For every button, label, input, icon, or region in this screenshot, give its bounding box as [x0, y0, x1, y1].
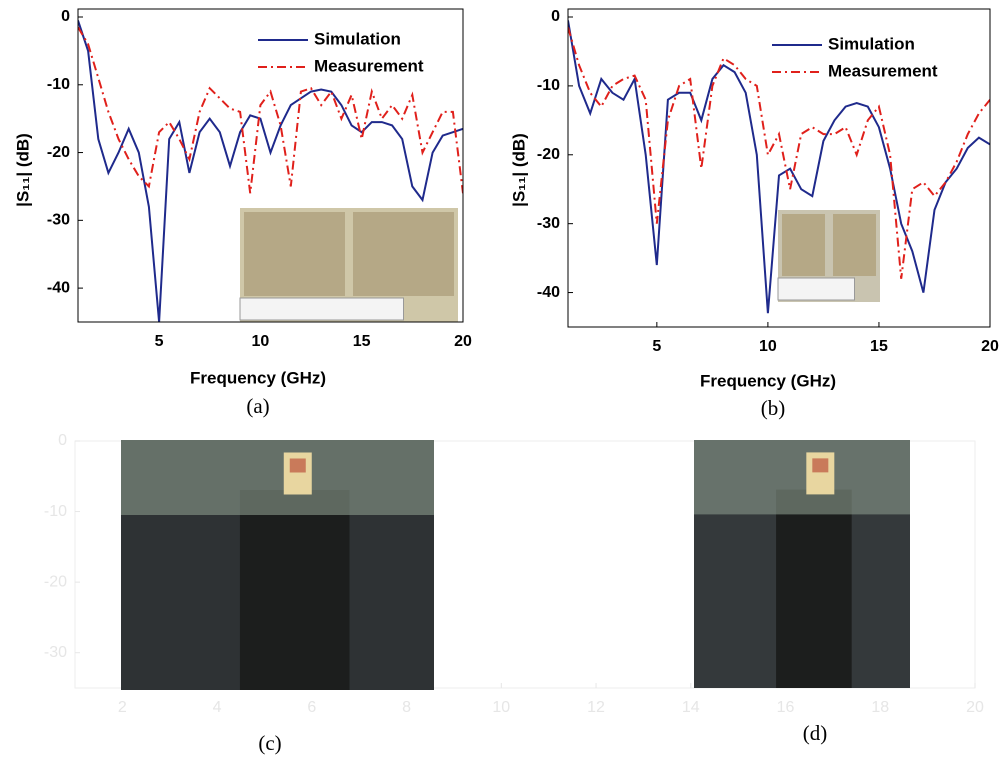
photo: [694, 440, 910, 688]
x-tick-label: 5: [652, 338, 661, 355]
x-tick-label: 10: [492, 699, 510, 716]
y-tick-label: -20: [47, 144, 70, 161]
ruler: [777, 277, 855, 301]
legend-label: Simulation: [828, 34, 915, 53]
x-tick-label: 16: [777, 699, 795, 716]
foam-block: [776, 489, 852, 688]
x-tick-label: 6: [307, 699, 316, 716]
x-tick-label: 10: [251, 333, 269, 350]
y-axis-label: |S₁₁| (dB): [509, 133, 528, 207]
series-line: [78, 26, 463, 194]
x-tick-label: 20: [981, 338, 999, 355]
y-tick-label: 0: [551, 8, 560, 25]
y-tick-label: -40: [47, 279, 70, 296]
x-tick-label: 18: [871, 699, 889, 716]
caption: (d): [803, 721, 828, 745]
x-axis-label: Frequency (GHz): [190, 368, 326, 387]
substrate-2: [353, 212, 454, 296]
substrate-1: [782, 214, 825, 276]
x-tick-label: 2: [118, 699, 127, 716]
y-tick-label: -40: [537, 284, 560, 301]
legend-label: Measurement: [828, 61, 938, 80]
photo: [121, 440, 434, 690]
y-tick-label: -20: [44, 573, 67, 590]
antenna-patch: [812, 458, 829, 473]
plot-area: [74, 440, 976, 689]
y-tick-label: -10: [44, 503, 67, 520]
y-tick-label: -10: [537, 77, 560, 94]
y-tick-label: -30: [537, 215, 560, 232]
caption: (b): [761, 396, 786, 420]
x-tick-label: 10: [759, 338, 777, 355]
y-axis-label: |S₁₁| (dB): [13, 133, 32, 207]
caption: (a): [246, 394, 269, 418]
legend-label: Measurement: [314, 56, 424, 75]
series-line: [78, 20, 463, 322]
x-tick-label: 15: [353, 333, 371, 350]
x-tick-label: 12: [587, 699, 605, 716]
legend-label: Simulation: [314, 29, 401, 48]
foam-block: [239, 490, 350, 690]
substrate-1: [244, 212, 345, 296]
window: [121, 440, 434, 515]
y-tick-label: -10: [47, 76, 70, 93]
y-tick-label: -30: [44, 644, 67, 661]
x-tick-label: 4: [213, 699, 222, 716]
antenna-patch: [289, 458, 306, 473]
caption: (c): [258, 731, 281, 755]
plot-frame: [77, 8, 464, 323]
x-axis-label: Frequency (GHz): [700, 371, 836, 390]
x-tick-label: 20: [966, 699, 984, 716]
x-tick-label: 14: [682, 699, 700, 716]
x-tick-label: 20: [454, 333, 472, 350]
series-line: [568, 27, 990, 279]
y-tick-label: 0: [58, 432, 67, 449]
photo: [777, 210, 880, 302]
x-tick-label: 8: [402, 699, 411, 716]
window: [694, 440, 910, 515]
x-tick-label: 5: [155, 333, 164, 350]
y-tick-label: -30: [47, 212, 70, 229]
plot-frame: [567, 8, 991, 328]
x-tick-label: 15: [870, 338, 888, 355]
ruler: [239, 297, 404, 321]
y-tick-label: 0: [61, 8, 70, 25]
substrate-2: [833, 214, 876, 276]
y-tick-label: -20: [537, 146, 560, 163]
photo: [239, 208, 458, 322]
series-line: [568, 20, 990, 314]
